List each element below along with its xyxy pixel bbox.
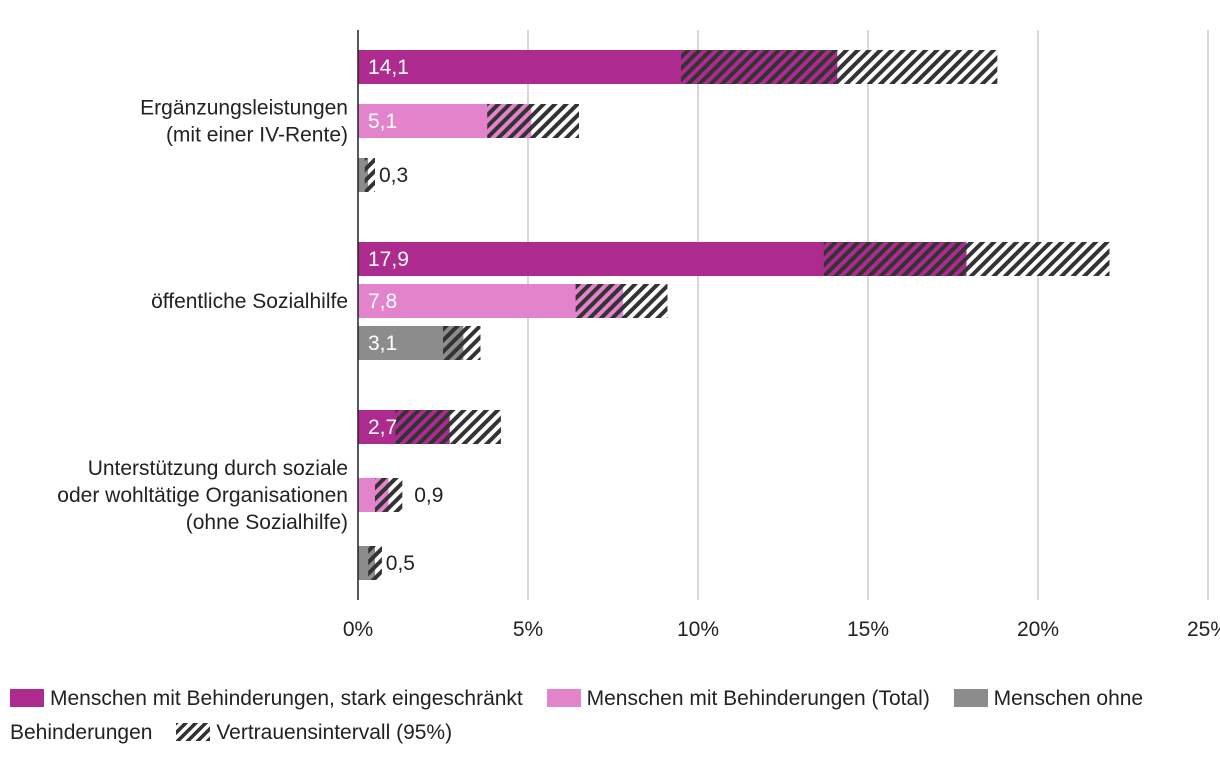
legend-item-total: Menschen mit Behinderungen (Total) — [546, 687, 930, 710]
value-label-1-0: 17,9 — [368, 248, 409, 271]
value-label-1-1: 7,8 — [368, 290, 397, 313]
labels: 0% 5% 10% 15% 20% 25% 14,1 5,1 0,3 Ergänzungsleis… — [57, 56, 1220, 641]
ci-upper-0-2 — [368, 158, 375, 192]
legend-item-ci: Vertrauensintervall (95%) — [176, 721, 452, 744]
value-label-1-2: 3,1 — [368, 332, 397, 355]
value-label-0-2: 0,3 — [379, 164, 408, 187]
category-label-2-1: oder wohltätige Organisationen — [57, 484, 348, 507]
value-label-2-0: 2,7 — [368, 416, 397, 439]
legend-item-severe: Menschen mit Behinderungen, stark einges… — [10, 687, 523, 710]
legend-label-ci: Vertrauensintervall (95%) — [216, 721, 453, 744]
category-label-2-0: Unterstützung durch soziale — [88, 457, 348, 480]
legend-swatch-none — [953, 689, 988, 707]
category-label-1-0: öffentliche Sozialhilfe — [151, 290, 348, 313]
legend-swatch-total — [546, 689, 581, 707]
ci-upper-0-0 — [837, 50, 998, 84]
ci-upper-2-0 — [449, 410, 501, 444]
x-tick-label-20: 20% — [1017, 618, 1059, 641]
x-tick-label-5: 5% — [513, 618, 543, 641]
value-label-0-0: 14,1 — [368, 56, 409, 79]
ci-upper-1-1 — [623, 284, 668, 318]
category-label-0-1: (mit einer IV-Rente) — [166, 124, 348, 147]
legend-label-severe: Menschen mit Behinderungen, stark einges… — [50, 687, 523, 710]
gridlines — [527, 30, 1209, 600]
category-label-0-0: Ergänzungsleistungen — [140, 97, 348, 120]
ci-upper-2-1 — [388, 478, 403, 512]
ci-upper-2-2 — [375, 546, 382, 580]
x-tick-label-15: 15% — [847, 618, 889, 641]
legend-item-none: Menschen ohne Behinderungen — [10, 687, 1143, 744]
category-label-2-2: (ohne Sozialhilfe) — [186, 511, 348, 534]
chart: 0% 5% 10% 15% 20% 25% 14,1 5,1 0,3 Ergänzungsleis… — [57, 30, 1220, 641]
legend: Menschen mit Behinderungen, stark einges… — [10, 682, 1210, 750]
value-label-2-2: 0,5 — [386, 552, 415, 575]
bars — [358, 50, 1110, 580]
ci-upper-0-1 — [531, 104, 579, 138]
x-tick-label-0: 0% — [343, 618, 373, 641]
bar-0-2 — [358, 158, 369, 192]
legend-label-none: Menschen ohne Behinderungen — [10, 687, 1144, 744]
ci-upper-1-0 — [966, 242, 1110, 276]
x-tick-label-25: 25% — [1187, 618, 1220, 641]
legend-swatch-ci — [176, 723, 211, 741]
x-tick-label-10: 10% — [677, 618, 719, 641]
value-label-2-1: 0,9 — [414, 484, 443, 507]
value-label-0-1: 5,1 — [368, 110, 397, 133]
ci-upper-1-2 — [463, 326, 481, 360]
legend-label-total: Menschen mit Behinderungen (Total) — [586, 687, 930, 710]
legend-swatch-severe — [10, 689, 44, 707]
